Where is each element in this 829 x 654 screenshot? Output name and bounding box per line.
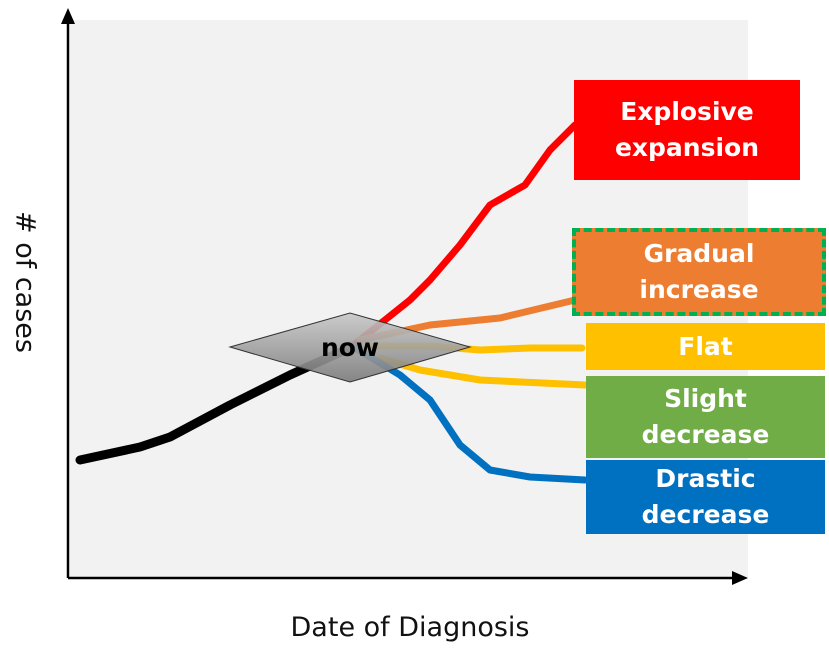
explosive-line <box>346 121 579 352</box>
y-axis-label: # of cases <box>9 211 41 353</box>
scenario-label: decrease <box>641 420 770 449</box>
y-arrow <box>61 8 75 24</box>
scenario-label: Slight <box>664 384 747 413</box>
x-axis-label: Date of Diagnosis <box>290 612 530 643</box>
scenario-label: Gradual <box>643 239 755 268</box>
scenario-label: Explosive <box>620 97 754 126</box>
scenario-label: Flat <box>678 331 733 361</box>
scenario-label: Drastic <box>655 464 756 493</box>
scenario-label: expansion <box>614 133 760 162</box>
scenario-box: Explosive expansion <box>574 80 800 180</box>
now-label: now <box>321 333 379 362</box>
now-diamond <box>228 312 472 383</box>
scenario-box: Drastic decrease <box>586 460 825 534</box>
x-arrow <box>732 571 748 585</box>
scenario-box: Slight decrease <box>586 376 825 458</box>
scenario-label: increase <box>639 275 759 304</box>
scenario-box: Gradual increase <box>572 228 826 316</box>
history-line <box>75 345 350 465</box>
scenario-box: Flat <box>586 323 825 370</box>
scenario-label: decrease <box>641 500 770 529</box>
drastic-line <box>346 341 589 484</box>
